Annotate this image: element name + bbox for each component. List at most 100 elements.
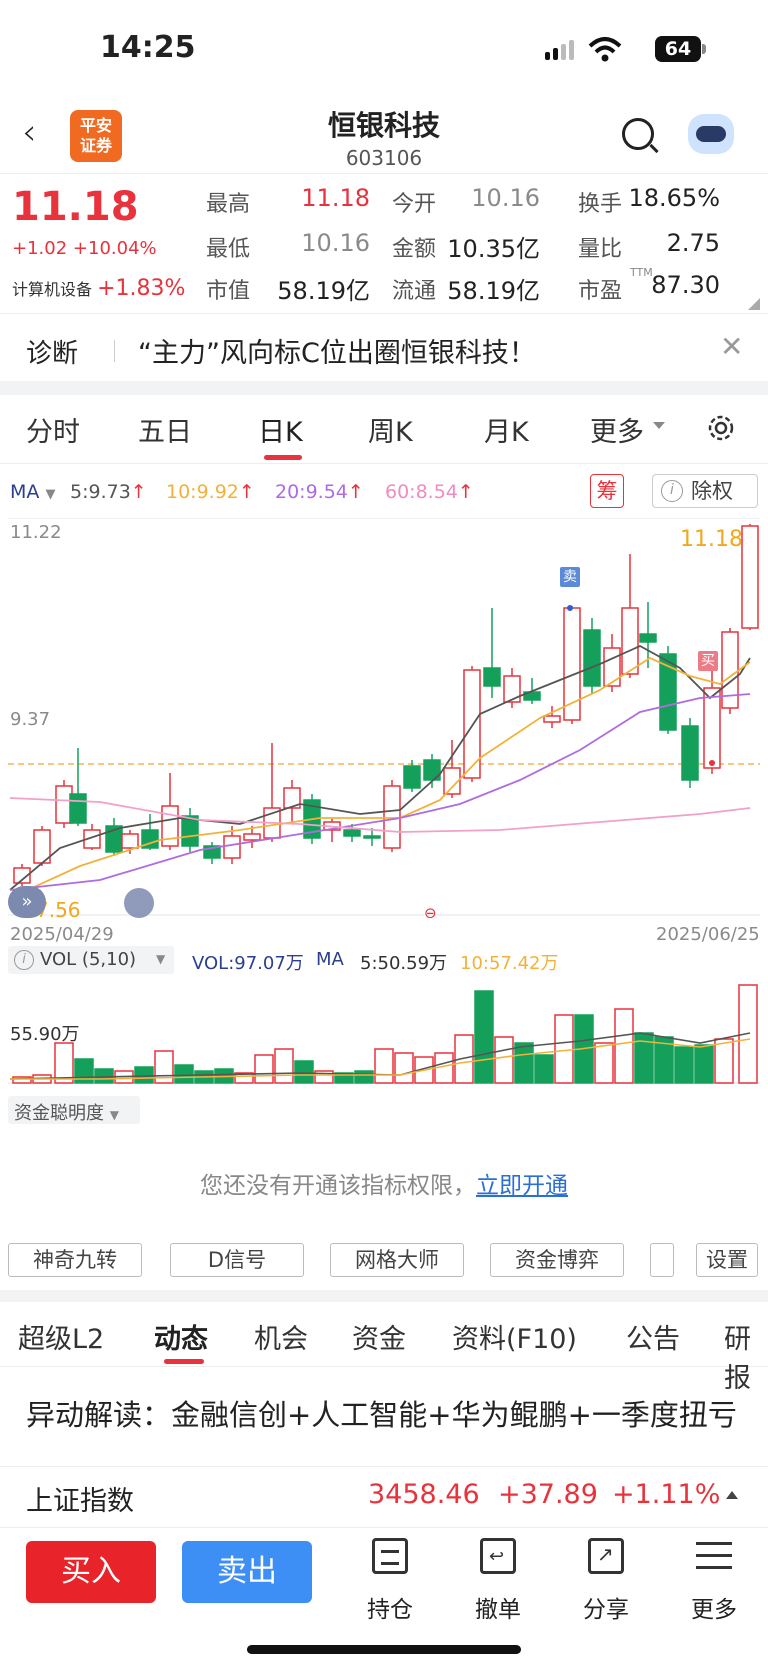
tab-5[interactable]: 更多 [590, 417, 644, 448]
diagnosis-banner[interactable] [0, 313, 768, 381]
info-tab[interactable]: 超级L2 [18, 1324, 105, 1355]
ma10-value: 10:9.92↑ [166, 481, 255, 503]
tab-0[interactable]: 分时 [26, 417, 80, 448]
info-tab[interactable]: 资金 [352, 1324, 406, 1355]
ex-rights-button[interactable]: i 除权 [652, 474, 758, 508]
quote-stat-value: 10.16 [471, 184, 540, 212]
positions-button[interactable]: 持仓 [350, 1538, 430, 1624]
tool-button[interactable]: 设置 [696, 1243, 758, 1277]
candlestick-chart[interactable] [0, 518, 768, 918]
fund-indicator-selector[interactable]: 资金聪明度 ▼ [8, 1096, 140, 1124]
candle-body [243, 833, 261, 841]
close-icon[interactable]: ✕ [720, 330, 744, 363]
activate-link[interactable]: 立即开通 [476, 1173, 568, 1199]
stock-code: 603106 [345, 146, 423, 170]
tab-1[interactable]: 五日 [138, 417, 192, 448]
quote-stat-value: 58.19亿 [447, 277, 540, 305]
info-tab[interactable]: 机会 [254, 1324, 308, 1355]
info-icon: i [661, 480, 683, 502]
ma5-text: 5:9.73 [70, 481, 131, 503]
volume-bar [494, 1036, 514, 1084]
volume-bar [294, 1060, 314, 1084]
buy-signal-tag[interactable]: 买 [698, 651, 718, 671]
quote-stat-label: 量比 [578, 237, 623, 262]
divider [114, 340, 115, 362]
event-marker-icon[interactable]: ⊖ [424, 904, 437, 922]
change-value: +1.02 [12, 238, 68, 259]
tab-4[interactable]: 月K [484, 417, 529, 448]
candle-body [181, 815, 199, 847]
info-tab[interactable]: 研报 [724, 1324, 751, 1394]
news-headline[interactable]: 异动解读：金融信创+人工智能+华为鲲鹏+一季度扭亏 [26, 1398, 737, 1432]
fullscreen-icon[interactable] [124, 888, 154, 918]
ma60-value: 60:8.54↑ [385, 481, 474, 503]
permission-notice: 您还没有开通该指标权限，立即开通 [0, 1166, 768, 1200]
sector-change[interactable]: 计算机设备 +1.83% [12, 276, 185, 301]
volume-bar [174, 1064, 194, 1084]
candle-body [223, 835, 241, 859]
status-time: 14:25 [100, 30, 196, 65]
broker-logo[interactable]: 平安 证券 [70, 110, 122, 162]
ma-selector[interactable]: MA ▼ [10, 481, 55, 503]
volume-chart[interactable] [0, 975, 768, 1085]
ai-assistant-icon[interactable] [688, 114, 734, 154]
candle-body [403, 765, 421, 789]
tool-button-partial[interactable] [650, 1243, 674, 1277]
cancel-order-button[interactable]: ↩ 撤单 [458, 1538, 538, 1624]
wifi-icon [588, 37, 622, 62]
ma10-line [9, 656, 751, 899]
vol-selector[interactable]: i VOL (5,10) ▼ [8, 946, 174, 974]
up-arrow-icon: ↑ [238, 481, 255, 503]
tab-3[interactable]: 周K [368, 417, 413, 448]
candle-body [283, 787, 301, 809]
ma20-text: 20:9.54 [275, 481, 348, 503]
candle-body [681, 725, 699, 781]
share-icon: ↗ [588, 1538, 624, 1574]
tool-button[interactable]: 网格大师 [330, 1243, 464, 1277]
positions-label: 持仓 [367, 1597, 413, 1623]
last-price: 11.18 [12, 184, 139, 230]
index-ticker-bar[interactable] [0, 1466, 768, 1528]
quote-stat-value: 2.75 [666, 229, 720, 257]
tab-2[interactable]: 日K [258, 417, 303, 448]
info-tab[interactable]: 资料(F10) [452, 1324, 577, 1355]
vol-value: VOL:97.07万 [192, 953, 304, 974]
sell-signal-tag[interactable]: 卖 [560, 567, 580, 587]
more-button[interactable]: 更多 [674, 1538, 754, 1624]
quote-stat-label: 最低 [206, 237, 251, 262]
buy-button[interactable]: 买入 [26, 1541, 156, 1603]
chip-distribution-button[interactable]: 筹 [590, 474, 624, 508]
pe-ttm-superscript: TTM [630, 266, 653, 279]
tool-button[interactable]: 神奇九转 [8, 1243, 142, 1277]
back-icon[interactable]: ‹ [22, 112, 37, 153]
more-label: 更多 [691, 1597, 737, 1623]
tool-button[interactable]: 资金博弈 [490, 1243, 624, 1277]
home-indicator [247, 1645, 521, 1654]
info-tab[interactable]: 公告 [626, 1324, 680, 1355]
search-icon[interactable] [622, 118, 654, 150]
info-tab[interactable]: 动态 [154, 1324, 208, 1355]
chevron-down-icon[interactable] [652, 421, 666, 431]
volume-bar [394, 1052, 414, 1084]
date-end: 2025/06/25 [656, 924, 760, 945]
vol-y-label: 55.90万 [10, 1024, 80, 1045]
index-name: 上证指数 [26, 1486, 134, 1517]
divider [0, 1527, 768, 1528]
quote-stat-label: 市盈 [578, 279, 623, 304]
vol-ma5: 5:50.59万 [360, 953, 448, 974]
corner-indicator-icon [748, 298, 760, 310]
diagnosis-text[interactable]: “主力”风向标C位出圈恒银科技！ [138, 338, 536, 369]
info-icon: i [14, 950, 34, 970]
volume-bar [474, 990, 494, 1084]
volume-bar [614, 1008, 634, 1084]
volume-bar [274, 1048, 294, 1084]
sell-button[interactable]: 卖出 [182, 1541, 312, 1603]
tool-button[interactable]: D信号 [170, 1243, 304, 1277]
expand-arrows-icon[interactable]: » [8, 886, 46, 918]
sector-name: 计算机设备 [12, 280, 93, 299]
candle-body [69, 793, 87, 824]
chevron-up-icon[interactable] [725, 1490, 739, 1500]
share-button[interactable]: ↗ 分享 [566, 1538, 646, 1624]
permission-text: 您还没有开通该指标权限， [200, 1173, 476, 1199]
settings-gear-icon[interactable] [705, 412, 737, 444]
